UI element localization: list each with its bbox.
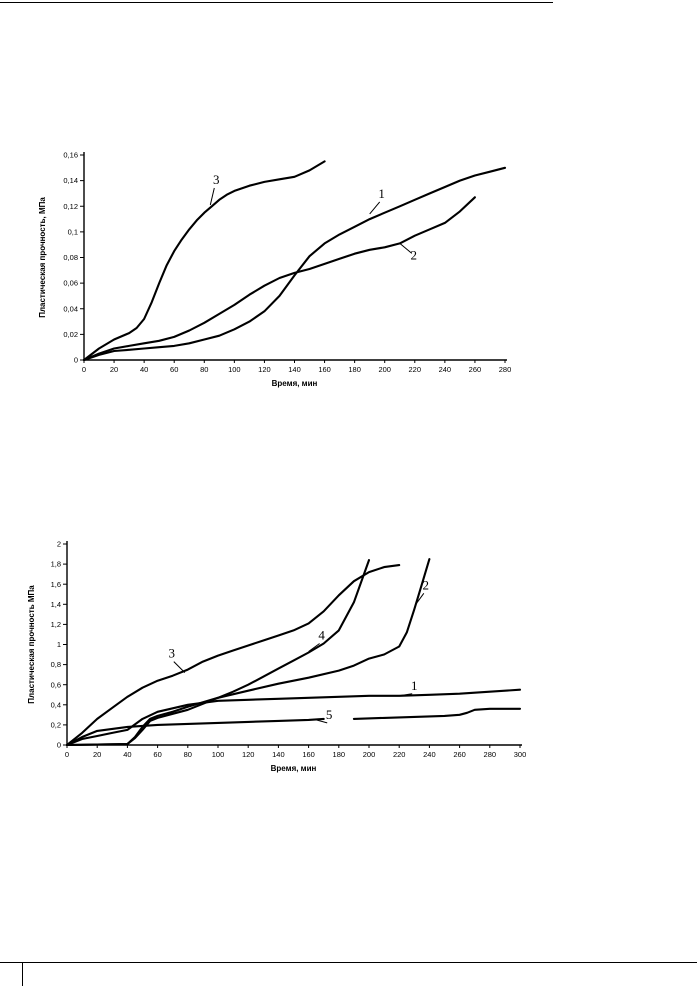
chart-1-series-label-2: 2 [411, 247, 418, 262]
chart-1-x-tick-label: 0 [82, 365, 86, 374]
chart-1-y-tick-label: 0,1 [68, 227, 78, 236]
chart-2-x-tick-label: 240 [423, 750, 436, 759]
chart-2-series-line-1 [65, 688, 522, 747]
chart-2-series-leader-2 [415, 593, 425, 605]
chart-1-series-leader-1 [369, 201, 381, 215]
chart-1-y-tick-label: 0 [74, 356, 78, 365]
chart-2-series-leader-3 [173, 661, 186, 673]
chart-2-series-line-2 [65, 558, 431, 747]
chart-2-x-tick-label: 120 [242, 750, 255, 759]
chart-2-y-tick-label: 0,8 [51, 660, 61, 669]
chart-2-y-tick-label: 1,4 [51, 600, 61, 609]
chart-2-series-label-4: 4 [318, 628, 325, 643]
chart-2-series-leader-4 [308, 643, 320, 652]
chart-1-x-tick-label: 20 [110, 365, 118, 374]
chart-1-y-tick-label: 0,12 [63, 202, 78, 211]
chart-2-x-tick-label: 140 [272, 750, 285, 759]
chart-2-y-tick-label: 1,8 [51, 560, 61, 569]
chart-2-x-tick-label: 60 [153, 750, 161, 759]
chart-1-y-tick-label: 0,04 [63, 304, 78, 313]
chart-2-series-line-segment [352, 707, 522, 720]
chart-2-y-tick-label: 2 [57, 540, 61, 549]
chart-2-x-axis-title: Время, мин [271, 764, 317, 773]
chart-2-series-leader-1 [399, 693, 413, 697]
chart-2-x-tick-label: 0 [65, 750, 69, 759]
chart-2-series-label-1: 1 [411, 678, 418, 693]
chart-1-y-tick-label: 0,14 [63, 176, 78, 185]
chart-2-x-tick-label: 200 [363, 750, 376, 759]
chart-1-x-tick-label: 60 [170, 365, 178, 374]
chart-2-series-line-5 [65, 717, 325, 747]
chart-1-x-tick-label: 280 [499, 365, 512, 374]
chart-1-x-tick-label: 200 [378, 365, 391, 374]
chart-1-x-tick-label: 240 [439, 365, 452, 374]
chart-1-x-tick-label: 120 [258, 365, 271, 374]
chart-1-y-tick-label: 0,16 [63, 151, 78, 160]
chart-1-series-line-3 [82, 160, 326, 362]
chart-2-series-label-5: 5 [326, 707, 333, 722]
chart-1-y-tick-label: 0,06 [63, 279, 78, 288]
chart-2-x-tick-label: 100 [212, 750, 225, 759]
chart-1-series-line-2 [82, 196, 476, 362]
chart-1-series-label-3: 3 [213, 172, 220, 187]
chart-2-y-tick-label: 0,4 [51, 700, 61, 709]
chart-2-y-tick-label: 1,2 [51, 620, 61, 629]
chart-1-y-tick-label: 0,08 [63, 253, 78, 262]
chart-plastic-strength-2: 0 20 40 60 80 100 120 140 160 180 200 220 240 260 280 3… [22, 532, 538, 794]
chart-1-y-tick-label: 0,02 [63, 330, 78, 339]
chart-2-svg: 0 20 40 60 80 100 120 140 160 180 200 220 240 260 280 3… [27, 540, 527, 773]
chart-2-x-tick-label: 20 [93, 750, 101, 759]
chart-2-x-tick-label: 220 [393, 750, 406, 759]
chart-2-y-tick-label: 0,6 [51, 680, 61, 689]
chart-2-y-tick-label: 1,6 [51, 580, 61, 589]
chart-1-series-leader-2 [399, 243, 413, 254]
chart-1-series-leader-3 [209, 187, 215, 206]
chart-1-y-axis-title: Пластическая прочность, МПа [38, 197, 47, 318]
chart-2-x-tick-label: 40 [123, 750, 131, 759]
chart-plastic-strength-1: 0 20 40 60 80 100 120 140 160 180 200 220 240 260 280 0… [28, 138, 528, 410]
chart-2-y-tick-label: 1 [57, 640, 61, 649]
page-bottom-rule [0, 962, 697, 963]
chart-2-series-leader-5 [316, 719, 328, 724]
chart-2-x-tick-label: 260 [453, 750, 466, 759]
chart-1-x-tick-label: 40 [140, 365, 148, 374]
page-corner-rule [22, 962, 23, 986]
chart-2-x-tick-label: 300 [514, 750, 527, 759]
chart-1-svg: 0 20 40 60 80 100 120 140 160 180 200 220 240 260 2800… [38, 151, 512, 388]
chart-1-x-tick-label: 80 [200, 365, 208, 374]
chart-2-x-tick-label: 160 [302, 750, 315, 759]
chart-1-x-tick-label: 180 [348, 365, 361, 374]
chart-1-x-tick-label: 220 [409, 365, 422, 374]
chart-2-series-line-4 [65, 559, 371, 747]
chart-2-y-tick-label: 0 [57, 741, 61, 750]
page-top-rule [0, 2, 553, 3]
chart-1-series-label-1: 1 [378, 186, 385, 201]
chart-2-x-tick-label: 180 [333, 750, 346, 759]
chart-2-series-line-3 [65, 564, 401, 747]
chart-1-x-tick-label: 260 [469, 365, 482, 374]
chart-2-series-label-2: 2 [423, 577, 430, 592]
chart-2-y-axis-title: Пластическая прочность МПа [27, 585, 36, 704]
chart-2-series-label-3: 3 [169, 646, 176, 661]
chart-1-x-axis-title: Время, мин [272, 379, 318, 388]
chart-1-x-tick-label: 140 [288, 365, 301, 374]
chart-1-series-line-1 [82, 166, 507, 362]
chart-2-x-tick-label: 280 [484, 750, 497, 759]
chart-1-x-tick-label: 100 [228, 365, 241, 374]
chart-1-x-tick-label: 160 [318, 365, 331, 374]
chart-2-y-tick-label: 0,2 [51, 721, 61, 730]
chart-2-x-tick-label: 80 [184, 750, 192, 759]
